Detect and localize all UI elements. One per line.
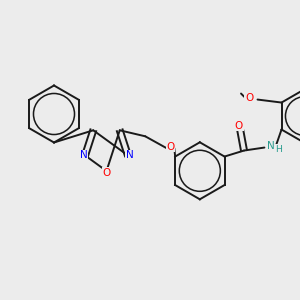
Text: O: O xyxy=(245,93,253,103)
Text: N: N xyxy=(125,151,133,160)
Text: O: O xyxy=(235,121,243,130)
Text: H: H xyxy=(275,145,282,154)
Text: N: N xyxy=(267,141,275,151)
Text: O: O xyxy=(167,142,175,152)
Text: N: N xyxy=(80,151,88,160)
Text: O: O xyxy=(102,167,111,178)
